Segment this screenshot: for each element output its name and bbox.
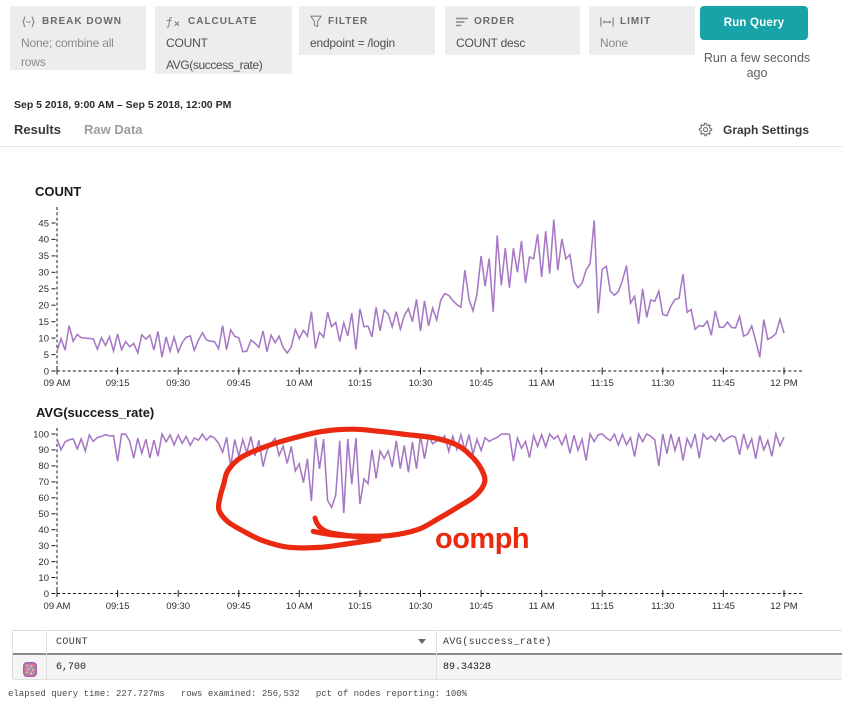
svg-text:11:15: 11:15 — [591, 378, 614, 389]
svg-text:10: 10 — [38, 573, 49, 584]
svg-text:50: 50 — [38, 509, 49, 520]
svg-text:11:45: 11:45 — [712, 601, 735, 612]
svg-text:oomph: oomph — [435, 523, 529, 555]
svg-text:45: 45 — [38, 218, 49, 229]
svg-text:09:30: 09:30 — [166, 378, 190, 389]
svg-text:11:30: 11:30 — [651, 601, 674, 612]
svg-text:70: 70 — [38, 477, 49, 488]
svg-text:10:30: 10:30 — [409, 378, 433, 389]
svg-text:15: 15 — [38, 317, 49, 328]
svg-text:20: 20 — [38, 557, 49, 568]
svg-text:11:15: 11:15 — [591, 601, 614, 612]
svg-text:5: 5 — [44, 350, 49, 361]
svg-text:10 AM: 10 AM — [286, 378, 313, 389]
svg-text:09:45: 09:45 — [227, 378, 251, 389]
svg-text:100: 100 — [33, 429, 49, 440]
svg-text:10:15: 10:15 — [348, 601, 372, 612]
svg-text:40: 40 — [38, 525, 49, 536]
svg-text:12 PM: 12 PM — [770, 601, 798, 612]
svg-text:80: 80 — [38, 461, 49, 472]
svg-text:11:30: 11:30 — [651, 378, 674, 389]
svg-text:12 PM: 12 PM — [770, 378, 798, 389]
svg-text:11 AM: 11 AM — [529, 378, 555, 389]
svg-text:11:45: 11:45 — [712, 378, 735, 389]
svg-text:90: 90 — [38, 445, 49, 456]
svg-text:35: 35 — [38, 251, 49, 262]
svg-text:10 AM: 10 AM — [286, 601, 313, 612]
svg-text:11 AM: 11 AM — [529, 601, 555, 612]
svg-text:09:45: 09:45 — [227, 601, 251, 612]
svg-text:0: 0 — [44, 589, 49, 600]
svg-text:10:45: 10:45 — [469, 601, 493, 612]
svg-text:20: 20 — [38, 301, 49, 312]
svg-text:oomph: oomph — [435, 523, 529, 555]
svg-text:40: 40 — [38, 235, 49, 246]
svg-text:10: 10 — [38, 333, 49, 344]
svg-text:09:15: 09:15 — [106, 378, 130, 389]
svg-text:10:30: 10:30 — [409, 601, 433, 612]
svg-text:25: 25 — [38, 284, 49, 295]
svg-text:09:15: 09:15 — [106, 601, 130, 612]
svg-text:09 AM: 09 AM — [44, 378, 71, 389]
svg-text:30: 30 — [38, 541, 49, 552]
svg-text:09:30: 09:30 — [166, 601, 190, 612]
svg-text:10:15: 10:15 — [348, 378, 372, 389]
svg-text:10:45: 10:45 — [469, 378, 493, 389]
svg-text:30: 30 — [38, 268, 49, 279]
svg-text:60: 60 — [38, 493, 49, 504]
svg-text:0: 0 — [44, 366, 49, 377]
svg-text:09 AM: 09 AM — [44, 601, 71, 612]
